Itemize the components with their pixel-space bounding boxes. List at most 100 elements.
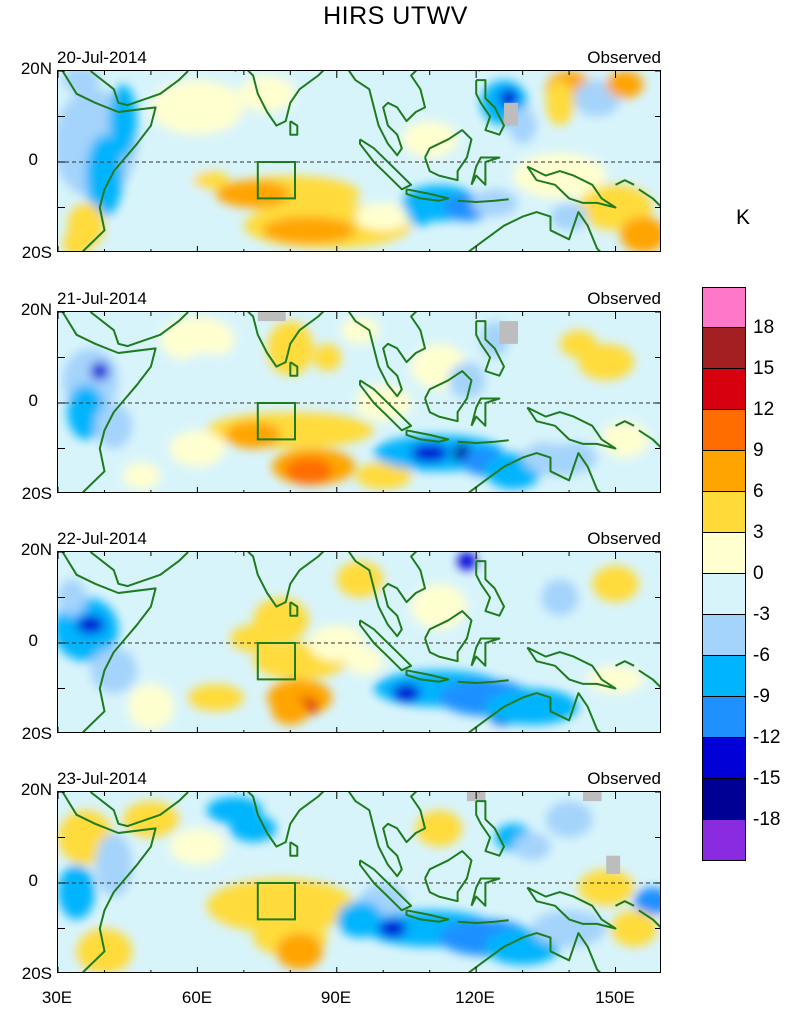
missing-data [257, 312, 286, 322]
anomaly-contour [392, 683, 421, 703]
colorbar-tick-label: 9 [753, 440, 764, 461]
coastline [405, 909, 450, 923]
map-frame [57, 551, 661, 733]
anomaly-contour [123, 462, 161, 490]
anomaly-contour [150, 579, 226, 616]
coastline [234, 312, 325, 368]
anomaly-contour [610, 910, 658, 947]
anomaly-contour [471, 189, 518, 217]
colorbar-tick-label: 18 [753, 317, 775, 338]
lat-label: 20S [21, 724, 52, 743]
coastline [289, 601, 299, 617]
coastline [61, 312, 157, 492]
panel-date: 21-Jul-2014 [57, 289, 147, 308]
coastline [61, 71, 157, 251]
lat-label: 20S [21, 243, 52, 262]
missing-data [606, 855, 621, 874]
coastline [405, 669, 450, 683]
anomaly-contour [215, 180, 291, 208]
anomaly-contour [322, 116, 370, 153]
coastline [457, 198, 509, 203]
anomaly-contour [313, 343, 342, 372]
anomaly-contour [401, 121, 458, 158]
panel-date: 23-Jul-2014 [57, 769, 147, 788]
anomaly-contour [448, 362, 486, 399]
lon-label: 120E [455, 988, 495, 1007]
anomaly-contour [229, 624, 277, 653]
panel-label: Observed [587, 529, 661, 548]
colorbar-tick-label: -9 [753, 686, 770, 707]
lon-label: 30E [41, 988, 73, 1007]
coastline [457, 439, 509, 444]
panel-label: Observed [587, 769, 661, 788]
anomaly-contour [606, 71, 644, 99]
colorbar-swatch [702, 451, 746, 492]
coastline [638, 429, 660, 448]
anomaly-contour [109, 84, 137, 158]
anomaly-contour [225, 421, 282, 449]
lat-label: 20N [20, 59, 52, 78]
analysis-box [256, 882, 296, 921]
anomaly-contour [271, 697, 309, 725]
colorbar-tick-label: -18 [753, 809, 781, 830]
anomaly-contour [592, 565, 639, 603]
coastline [347, 312, 426, 398]
coastline [467, 932, 602, 972]
lon-label: 90E [320, 988, 352, 1007]
anomaly-contour [150, 80, 244, 135]
anomaly-contour [578, 343, 635, 381]
coastline [234, 792, 325, 848]
colorbar-swatch [702, 574, 746, 615]
anomaly-contour [308, 624, 365, 662]
anomaly-contour [276, 933, 323, 970]
colorbar-swatch [702, 615, 746, 656]
coastline [347, 552, 426, 638]
coastline [424, 129, 473, 182]
coastline [405, 188, 450, 202]
colorbar-tick-label: -6 [753, 645, 770, 666]
coastline [347, 792, 426, 878]
colorbar-tick-label: -3 [753, 604, 770, 625]
coastline [615, 420, 635, 427]
colorbar-tick-label: -15 [753, 768, 781, 789]
anomaly-contour [545, 801, 593, 838]
lat-label: 20N [20, 300, 52, 319]
anomaly-contour [178, 352, 235, 390]
colorbar-swatch [702, 369, 746, 410]
anomaly-contour [415, 810, 463, 847]
colorbar-tick-label: 6 [753, 481, 764, 502]
map-panel: 22-Jul-2014 Observed [57, 529, 661, 733]
analysis-box [256, 402, 296, 441]
colorbar-swatch [702, 533, 746, 574]
anomaly-contour [169, 828, 226, 865]
anomaly-contour [58, 579, 86, 616]
anomaly-contour [95, 403, 133, 449]
colorbar-swatch [702, 492, 746, 533]
anomaly-contour [620, 216, 660, 251]
coastline [615, 179, 635, 186]
coastline [615, 660, 635, 667]
anomaly-contour [262, 216, 356, 244]
anomaly-contour [406, 198, 435, 226]
anomaly-contour [485, 688, 579, 725]
missing-data [583, 792, 602, 802]
colorbar-swatch [702, 328, 746, 369]
coastline [526, 886, 617, 930]
coastline [89, 312, 189, 348]
anomaly-contour [341, 316, 379, 344]
colorbar-swatch [702, 697, 746, 738]
panel-date: 20-Jul-2014 [57, 48, 147, 67]
anomaly-contour [285, 457, 333, 485]
anomaly-contour [499, 89, 518, 108]
coastline [347, 71, 426, 157]
coastline [475, 79, 505, 136]
coastline [526, 646, 617, 690]
anomaly-contour [85, 134, 124, 217]
missing-data [499, 321, 518, 344]
colorbar-swatch [702, 779, 746, 820]
anomaly-contour [634, 887, 660, 915]
coastline [89, 71, 189, 107]
analysis-box [256, 642, 296, 681]
coastline [457, 919, 509, 924]
anomaly-contour [355, 202, 412, 231]
